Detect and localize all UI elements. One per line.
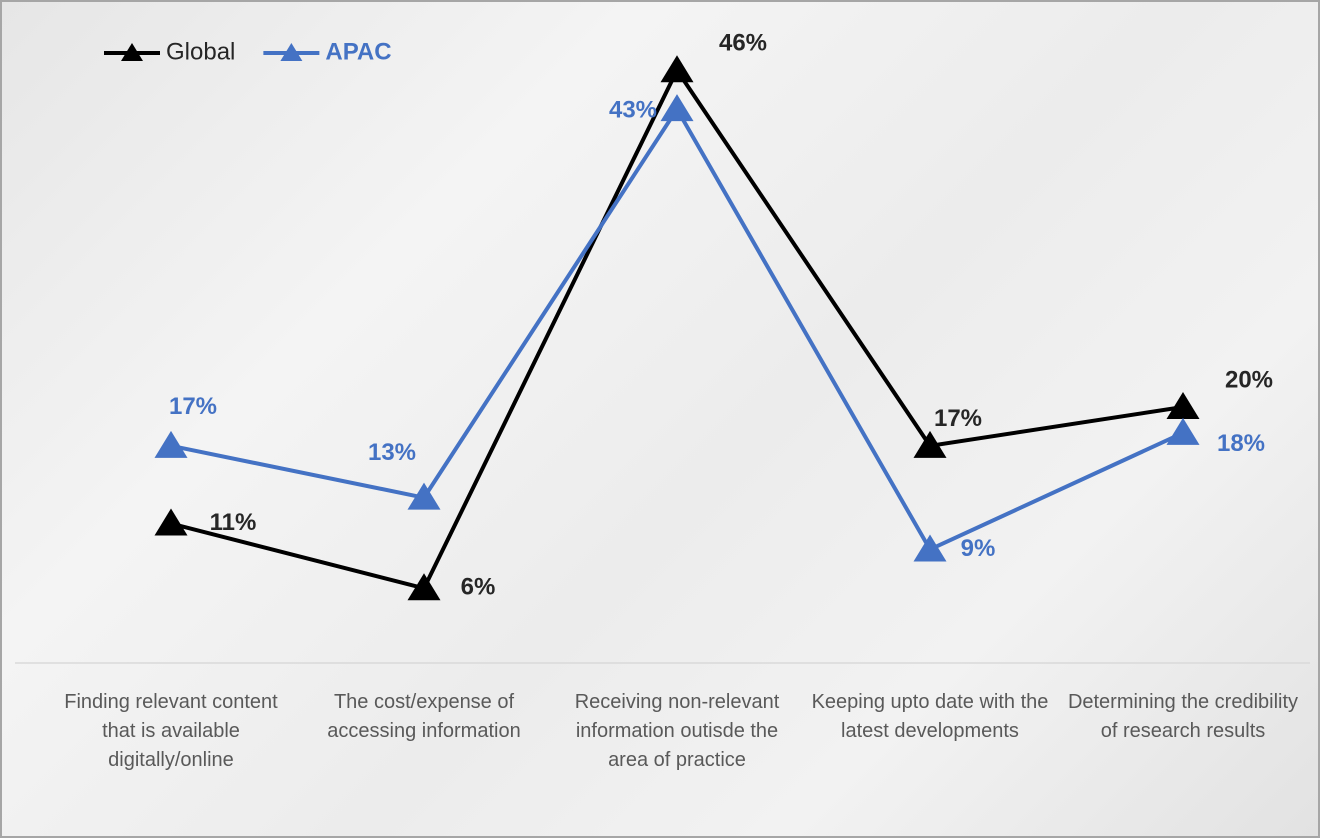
- legend-label: APAC: [325, 38, 391, 65]
- marker: [913, 534, 947, 562]
- data-label: 18%: [1217, 430, 1265, 457]
- x-tick-label: Finding relevant content that is availab…: [64, 691, 278, 771]
- marker: [1166, 392, 1200, 419]
- data-label: 11%: [210, 509, 257, 536]
- data-label: 13%: [368, 439, 416, 466]
- data-label: 17%: [934, 405, 982, 432]
- marker: [154, 430, 188, 458]
- legend-marker: [280, 43, 303, 61]
- marker: [913, 430, 947, 458]
- data-label: 46%: [719, 30, 767, 57]
- x-tick-label: The cost/expense of accessing informatio…: [327, 691, 521, 742]
- marker: [407, 573, 441, 601]
- legend-label: Global: [166, 38, 235, 65]
- legend-marker: [121, 43, 143, 61]
- series-line: [170, 66, 1184, 591]
- marker: [1166, 417, 1200, 445]
- x-tick-label: Keeping upto date with the latest develo…: [811, 691, 1049, 742]
- marker: [660, 55, 694, 83]
- data-label: 6%: [461, 574, 496, 601]
- data-label: 9%: [961, 535, 996, 562]
- marker: [154, 508, 188, 536]
- marker: [660, 94, 694, 122]
- marker: [407, 482, 441, 510]
- data-label: 20%: [1225, 366, 1273, 393]
- data-label: 17%: [169, 393, 217, 420]
- series-line: [170, 105, 1184, 553]
- data-label: 43%: [609, 96, 657, 123]
- x-tick-label: Determining the credibility of research …: [1067, 691, 1299, 742]
- x-tick-label: Receiving non-relevant information outis…: [574, 691, 780, 771]
